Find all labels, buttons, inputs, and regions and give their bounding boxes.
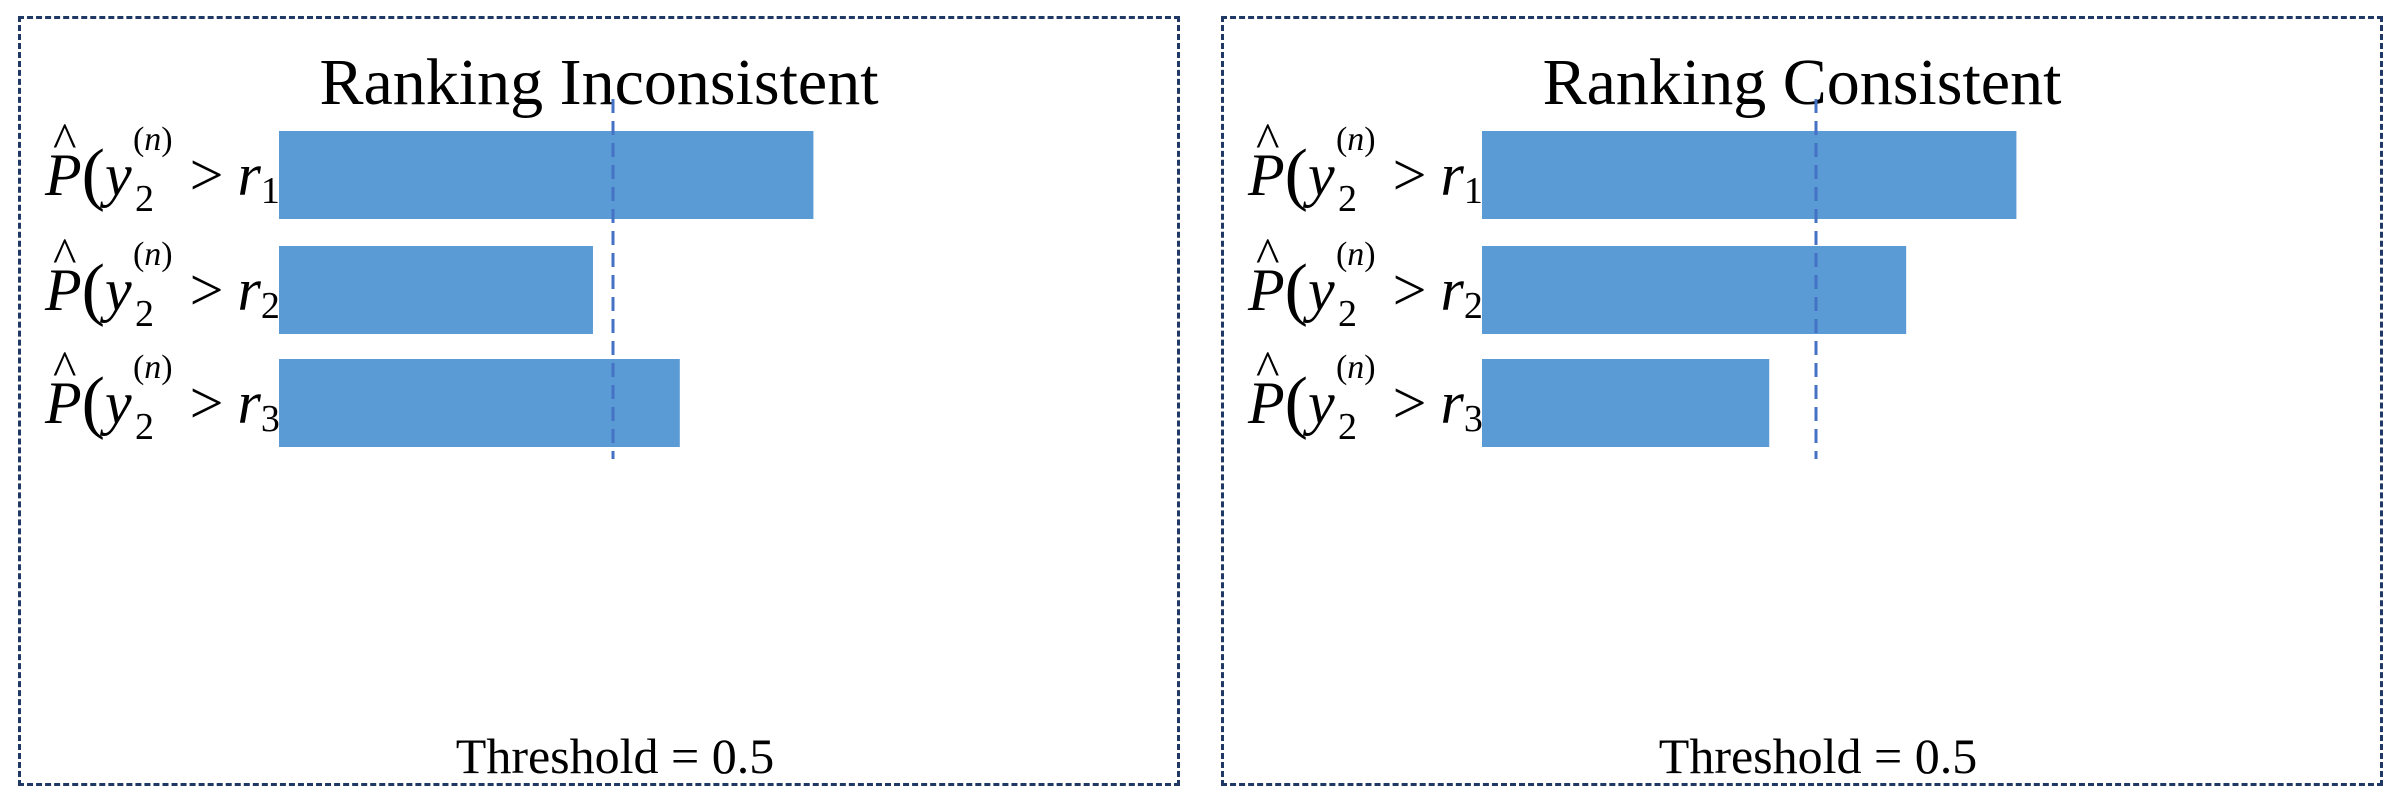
y-subscript: 2 [134, 177, 154, 220]
sup-open-paren: ( [1335, 348, 1348, 386]
y-subscript: 2 [134, 405, 154, 448]
bar-3 [279, 359, 680, 447]
sup-open-paren: ( [132, 235, 145, 273]
greater-than: > [1392, 141, 1427, 208]
r-subscript: 2 [1463, 285, 1483, 327]
y-superscript: (n) [133, 349, 173, 387]
greater-than: > [189, 369, 224, 436]
bar-plot [1482, 99, 2017, 459]
sup-symbol: n [1347, 235, 1365, 273]
bar-1 [279, 131, 814, 219]
y-variable: y 2 (n) [104, 349, 173, 448]
r-symbol: r [1440, 141, 1464, 208]
bar-plot [279, 99, 814, 459]
y-subscript: 2 [1337, 177, 1357, 220]
open-paren: ( [1284, 251, 1308, 328]
y-superscript: (n) [133, 236, 173, 274]
y-symbol: y [104, 369, 132, 436]
r-symbol: r [237, 369, 261, 436]
r-symbol: r [1440, 369, 1464, 436]
open-paren: ( [81, 251, 105, 328]
sup-open-paren: ( [1335, 120, 1348, 158]
p-hat-symbol: P [45, 226, 82, 325]
r-symbol: r [237, 256, 261, 323]
y-variable: y 2 (n) [1307, 121, 1376, 220]
bar-2 [1482, 246, 1907, 334]
sup-close-paren: ) [1364, 235, 1376, 273]
sup-close-paren: ) [161, 348, 173, 386]
p-hat-symbol: P [45, 339, 82, 438]
bar-2 [279, 246, 593, 334]
panel-ranking-inconsistent: Ranking Inconsistent P(y2(n)>r1)P(y2(n)>… [18, 16, 1180, 786]
sup-symbol: n [144, 235, 162, 273]
greater-than: > [1392, 369, 1427, 436]
y-variable: y 2 (n) [104, 236, 173, 335]
y-variable: y 2 (n) [1307, 236, 1376, 335]
y-superscript: (n) [1336, 236, 1376, 274]
open-paren: ( [1284, 136, 1308, 213]
sup-open-paren: ( [1335, 235, 1348, 273]
tick-label: P(y2(n)>r3) [45, 339, 303, 463]
threshold-label: Threshold = 0.5 [455, 728, 775, 784]
sup-close-paren: ) [161, 120, 173, 158]
sup-close-paren: ) [1364, 348, 1376, 386]
sup-open-paren: ( [132, 120, 145, 158]
y-subscript: 2 [134, 292, 154, 335]
r-subscript: 3 [260, 398, 280, 440]
p-hat-symbol: P [1248, 339, 1285, 438]
y-symbol: y [104, 141, 132, 208]
y-symbol: y [1307, 369, 1335, 436]
open-paren: ( [1284, 364, 1308, 441]
p-hat-symbol: P [1248, 111, 1285, 210]
y-symbol: y [104, 256, 132, 323]
sup-symbol: n [1347, 120, 1365, 158]
y-symbol: y [1307, 256, 1335, 323]
sup-open-paren: ( [132, 348, 145, 386]
greater-than: > [189, 141, 224, 208]
y-superscript: (n) [1336, 121, 1376, 159]
open-paren: ( [81, 364, 105, 441]
y-variable: y 2 (n) [1307, 349, 1376, 448]
y-superscript: (n) [1336, 349, 1376, 387]
open-paren: ( [81, 136, 105, 213]
y-subscript: 2 [1337, 292, 1357, 335]
y-variable: y 2 (n) [104, 121, 173, 220]
r-subscript: 3 [1463, 398, 1483, 440]
r-subscript: 2 [260, 285, 280, 327]
r-symbol: r [237, 141, 261, 208]
chart-title: Ranking Consistent [1542, 46, 2062, 119]
r-subscript: 1 [260, 170, 280, 212]
sup-symbol: n [144, 120, 162, 158]
math-expression: P(y2(n)>r3) [45, 339, 303, 448]
p-hat-symbol: P [1248, 226, 1285, 325]
greater-than: > [1392, 256, 1427, 323]
greater-than: > [189, 256, 224, 323]
bar-1 [1482, 131, 2017, 219]
r-subscript: 1 [1463, 170, 1483, 212]
r-symbol: r [1440, 256, 1464, 323]
sup-symbol: n [144, 348, 162, 386]
y-subscript: 2 [1337, 405, 1357, 448]
sup-symbol: n [1347, 348, 1365, 386]
threshold-label: Threshold = 0.5 [1658, 728, 1978, 784]
chart-title: Ranking Inconsistent [319, 46, 879, 119]
sup-close-paren: ) [161, 235, 173, 273]
y-symbol: y [1307, 141, 1335, 208]
panel-ranking-consistent: Ranking Consistent P(y2(n)>r1)P(y2(n)>r2… [1221, 16, 2383, 786]
p-hat-symbol: P [45, 111, 82, 210]
sup-close-paren: ) [1364, 120, 1376, 158]
bar-3 [1482, 359, 1770, 447]
y-superscript: (n) [133, 121, 173, 159]
